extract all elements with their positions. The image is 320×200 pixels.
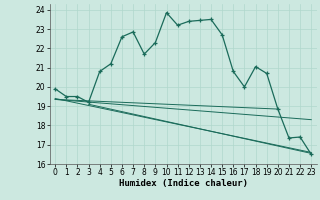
X-axis label: Humidex (Indice chaleur): Humidex (Indice chaleur) xyxy=(119,179,248,188)
